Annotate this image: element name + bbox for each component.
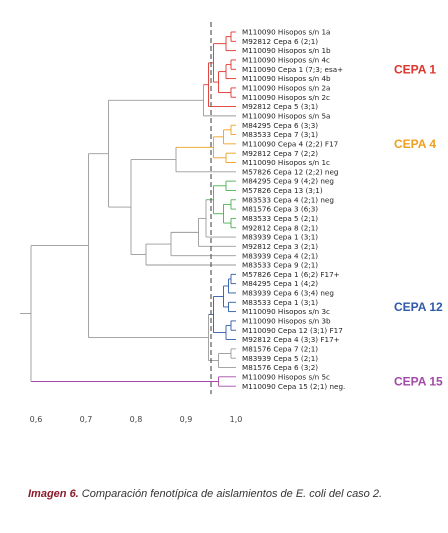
leaf-label-17: M57826 Cepa 13 (3;1) — [242, 186, 323, 195]
leaf-label-4: M110090 Cepa 1 (7;3; esa+ — [242, 65, 343, 74]
caption-text: Comparación fenotípica de aislamientos d… — [78, 488, 383, 500]
leaf-label-8: M92812 Cepa 5 (3;1) — [242, 102, 318, 111]
leaf-label-35: M83939 Cepa 5 (2;1) — [242, 354, 318, 363]
leaf-label-36: M81576 Cepa 6 (3;2) — [242, 363, 318, 372]
leaf-label-13: M92812 Cepa 7 (2;2) — [242, 149, 318, 158]
leaf-label-19: M81576 Cepa 3 (6;3) — [242, 205, 318, 214]
leaf-label-33: M92812 Cepa 4 (3;3) F17+ — [242, 335, 340, 344]
leaf-label-10: M84295 Cepa 6 (3;3) — [242, 121, 318, 130]
leaf-label-1: M92812 Cepa 6 (2;1) — [242, 37, 318, 46]
cluster-label-3: CEPA 15 — [394, 375, 443, 389]
cluster-label-1: CEPA 4 — [394, 137, 436, 151]
leaf-label-29: M83533 Cepa 1 (3;1) — [242, 298, 318, 307]
x-tick-3: 0,9 — [180, 415, 193, 424]
leaf-label-30: M110090 Hisopos s/n 3c — [242, 307, 330, 316]
leaf-label-38: M110090 Cepa 15 (2;1) neg. — [242, 382, 345, 391]
leaf-label-0: M110090 Hisopos s/n 1a — [242, 28, 330, 37]
leaf-label-15: M57826 Cepa 12 (2;2) neg — [242, 167, 338, 176]
caption-title: Imagen 6. — [28, 488, 79, 500]
leaf-label-23: M92812 Cepa 3 (2;1) — [242, 242, 318, 251]
leaf-label-16: M84295 Cepa 9 (4;2) neg — [242, 177, 334, 186]
leaf-label-7: M110090 Hisopos s/n 2c — [242, 93, 330, 102]
leaf-label-9: M110090 Hisopos s/n 5a — [242, 111, 330, 120]
leaf-label-3: M110090 Hisopos s/n 4c — [242, 56, 330, 65]
x-tick-1: 0,7 — [80, 415, 93, 424]
leaf-label-20: M83533 Cepa 5 (2;1) — [242, 214, 318, 223]
leaf-label-6: M110090 Hisopos s/n 2a — [242, 84, 330, 93]
leaf-label-34: M81576 Cepa 7 (2;1) — [242, 344, 318, 353]
leaf-label-31: M110090 Hisopos s/n 3b — [242, 317, 331, 326]
leaf-label-12: M110090 Cepa 4 (2;2) F17 — [242, 139, 338, 148]
figure-caption: Imagen 6. Comparación fenotípica de aisl… — [28, 488, 428, 500]
leaf-label-26: M57826 Cepa 1 (6;2) F17+ — [242, 270, 340, 279]
leaf-label-5: M110090 Hisopos s/n 4b — [242, 74, 331, 83]
leaf-label-21: M92812 Cepa 8 (2;1) — [242, 223, 318, 232]
leaf-label-14: M110090 Hisopos s/n 1c — [242, 158, 330, 167]
x-tick-2: 0,8 — [130, 415, 143, 424]
x-tick-0: 0,6 — [30, 415, 43, 424]
cluster-label-2: CEPA 12 — [394, 300, 443, 314]
x-tick-4: 1,0 — [230, 415, 243, 424]
dendrogram-figure: M110090 Hisopos s/n 1a M92812 Cepa 6 (2;1… — [20, 22, 443, 424]
leaf-label-37: M110090 Hisopos s/n 5c — [242, 372, 330, 381]
leaf-label-32: M110090 Cepa 12 (3;1) F17 — [242, 326, 343, 335]
leaf-label-18: M83533 Cepa 4 (2;1) neg — [242, 195, 334, 204]
leaf-label-25: M83533 Cepa 9 (2;1) — [242, 261, 318, 270]
leaf-label-2: M110090 Hisopos s/n 1b — [242, 46, 331, 55]
leaf-label-11: M83533 Cepa 7 (3;1) — [242, 130, 318, 139]
leaf-label-28: M83939 Cepa 6 (3;4) neg — [242, 289, 334, 298]
leaf-label-27: M84295 Cepa 1 (4;2) — [242, 279, 318, 288]
leaf-label-24: M83939 Cepa 4 (2;1) — [242, 251, 318, 260]
cluster-label-0: CEPA 1 — [394, 62, 436, 76]
leaf-label-22: M83939 Cepa 1 (3;1) — [242, 233, 318, 242]
